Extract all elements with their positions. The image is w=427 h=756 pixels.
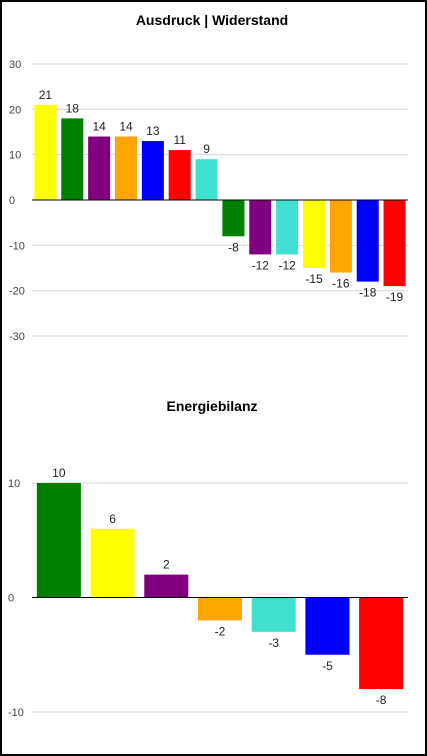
chart-2-data-label: 6: [109, 512, 116, 526]
chart-1-bar: [222, 200, 245, 237]
chart-2-bar: [305, 597, 350, 655]
chart-1-data-label: -8: [228, 240, 239, 254]
chart-2-data-label: -2: [215, 624, 226, 638]
chart-2-data-label: -8: [376, 693, 387, 707]
chart-1-bar: [383, 200, 406, 287]
chart-1-data-label: 18: [66, 101, 80, 115]
chart-2-data-label: 10: [52, 466, 66, 480]
chart-1-bar: [88, 136, 111, 200]
chart-1-data-label: 13: [146, 124, 160, 138]
chart-2-y-tick-label: -10: [8, 707, 24, 719]
chart-1-title: Ausdruck | Widerstand: [136, 12, 288, 28]
chart-1-y-tick-label: -10: [9, 240, 25, 252]
chart-1-data-label: 14: [119, 120, 133, 134]
chart-1-data-label: 14: [92, 120, 106, 134]
chart-1-bar: [34, 104, 57, 200]
chart-2-data-label: -5: [322, 659, 333, 673]
chart-1-y-tick-label: -20: [9, 286, 25, 298]
chart-2-data-label: 2: [163, 558, 170, 572]
chart-2-bar: [197, 597, 243, 621]
chart-1-data-label: -18: [359, 286, 377, 300]
chart-2-energy-balance: 10 0 -10 10 6 2 -2 -3 -5 -8: [8, 466, 408, 719]
chart-1-data-label: 11: [173, 133, 186, 147]
chart-1-bar: [302, 200, 326, 268]
chart-1-bar: [114, 136, 138, 200]
chart-1-y-tick-label: 30: [9, 59, 21, 71]
chart-1-data-label: -15: [305, 272, 323, 286]
chart-2-y-tick-label: 10: [8, 478, 20, 490]
chart-2-bar: [251, 597, 296, 632]
chart-1-bar: [168, 150, 191, 200]
chart-2-bar: [90, 528, 135, 598]
chart-1-data-label: -12: [278, 258, 296, 272]
chart-1-bar: [276, 200, 299, 255]
chart-1-expression-resistance: 30 20 10 0 -10 -20 -30 21 18 14 14 13 11 9 -8 -12 -12 -15…: [9, 59, 408, 343]
chart-2-bar: [144, 574, 189, 598]
chart-1-y-tick-label: 20: [9, 104, 21, 116]
chart-1-data-label: -12: [252, 258, 270, 272]
chart-1-bar: [195, 159, 218, 200]
chart-2-bar: [359, 597, 404, 690]
chart-1-y-tick-label: 0: [9, 195, 15, 207]
chart-1-bar: [249, 200, 272, 255]
chart-1-y-tick-label: 10: [9, 150, 21, 162]
chart-1-bar: [141, 141, 164, 200]
chart-1-data-label: 21: [39, 88, 53, 102]
chart-1-y-tick-label: -30: [9, 331, 25, 343]
chart-1-bar: [329, 200, 352, 273]
chart-1-bar: [356, 200, 379, 282]
chart-2-y-tick-label: 0: [8, 593, 14, 605]
chart-1-data-label: -19: [386, 290, 404, 304]
chart-2-bar: [36, 483, 81, 598]
chart-1-bar: [61, 118, 84, 200]
chart-2-title: Energiebilanz: [166, 398, 257, 414]
chart-2-data-label: -3: [268, 636, 279, 650]
chart-1-data-label: 9: [203, 142, 210, 156]
chart-1-data-label: -16: [332, 277, 350, 291]
